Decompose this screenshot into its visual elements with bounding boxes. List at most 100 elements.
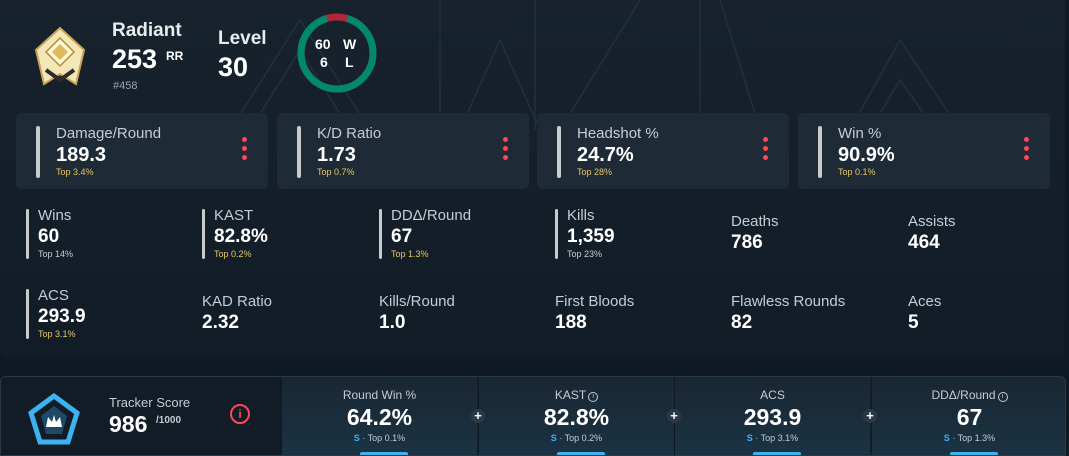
stat-percentile: Top 0.2%: [214, 249, 252, 259]
stat-kast: KAST 82.8% Top 0.2%: [202, 207, 372, 267]
rank-rating-unit: RR: [166, 49, 184, 63]
tracker-col-label: ACS: [760, 388, 785, 402]
stat-percentile: Top 23%: [567, 249, 603, 259]
stat-indicator-bar: [36, 126, 40, 178]
stat-indicator-bar: [555, 209, 558, 259]
stats-overview-panel: Radiant 253 RR #458 Level 30 60 W 6 L Da…: [0, 0, 1065, 358]
stat-wins: Wins 60 Top 14%: [26, 207, 196, 267]
tracker-col-tab: [360, 452, 408, 455]
stat-card-percentile: Top 28%: [577, 167, 613, 177]
stat-label: Assists: [908, 213, 956, 230]
tracker-col-percentile: S · Top 0.2%: [550, 433, 603, 443]
tracker-col-percentile: S · Top 0.1%: [353, 433, 406, 443]
tracker-col-label: DDΔ/Round i: [872, 388, 1065, 402]
stat-card-percentile: Top 3.4%: [56, 167, 94, 177]
tracker-col-tab: [950, 452, 998, 455]
stat-label: Kills/Round: [379, 293, 455, 310]
stat-card-label: Headshot %: [577, 125, 659, 142]
tracker-col-value: 67: [956, 404, 983, 430]
info-icon[interactable]: i: [588, 392, 599, 402]
tracker-score-panel: Tracker Score 986 /1000 i Round Win % 64…: [0, 376, 1066, 456]
tracker-score-summary: Tracker Score 986 /1000 i: [1, 377, 281, 455]
stat-label: First Bloods: [555, 293, 635, 310]
stat-label: DDΔ/Round: [391, 207, 472, 224]
win-loss-ring-graphic: [297, 13, 377, 93]
tracker-col-value: 64.2%: [346, 404, 413, 430]
tracker-col-percentile: S · Top 1.3%: [943, 433, 996, 443]
losses-label: L: [345, 54, 354, 70]
tracker-col-tab: [753, 452, 801, 455]
stat-indicator-bar: [557, 126, 561, 178]
tracker-col-label: Round Win %: [342, 388, 417, 402]
stat-value: 1,359: [567, 226, 615, 247]
stat-value: 1.0: [379, 312, 406, 333]
more-options-icon[interactable]: [1024, 137, 1030, 163]
stat-card-label: K/D Ratio: [317, 125, 382, 142]
stat-indicator-bar: [297, 126, 301, 178]
stat-card-win-percent: Win % 90.9% Top 0.1%: [798, 113, 1050, 189]
stat-assists: Assists 464: [908, 213, 1065, 273]
stat-label: Kills: [567, 207, 595, 224]
more-options-icon[interactable]: [763, 137, 769, 163]
stat-percentile: Top 3.1%: [38, 329, 76, 339]
stat-indicator-bar: [202, 209, 205, 259]
stat-dd-delta-round: DDΔ/Round 67 Top 1.3%: [379, 207, 549, 267]
leaderboard-position: #458: [113, 80, 138, 92]
stat-label: Aces: [908, 293, 942, 310]
info-icon[interactable]: i: [997, 392, 1008, 402]
stat-card-label: Damage/Round: [56, 125, 162, 142]
tracker-col-percentile: S · Top 3.1%: [746, 433, 799, 443]
stat-deaths: Deaths 786: [731, 213, 901, 273]
info-icon[interactable]: i: [230, 404, 250, 424]
stat-card-value: 189.3: [56, 144, 107, 166]
stat-value: 188: [555, 312, 587, 333]
stat-card-value: 1.73: [317, 144, 356, 166]
stat-indicator-bar: [26, 289, 29, 339]
stat-value: 60: [38, 226, 60, 247]
more-options-icon[interactable]: [503, 137, 509, 163]
tracker-col-kast[interactable]: KAST i 82.8% S · Top 0.2%: [478, 377, 674, 455]
stat-kad-ratio: KAD Ratio 2.32: [202, 293, 372, 353]
level-label: Level: [218, 28, 267, 49]
stat-value: 786: [731, 232, 763, 253]
plus-icon: +: [863, 409, 877, 423]
wins-label: W: [343, 36, 357, 52]
stat-card-headshot: Headshot % 24.7% Top 28%: [537, 113, 789, 189]
stat-percentile: Top 1.3%: [391, 249, 429, 259]
tracker-col-acs[interactable]: ACS 293.9 S · Top 3.1%: [674, 377, 870, 455]
stat-card-damage-round: Damage/Round 189.3 Top 3.4%: [16, 113, 268, 189]
stat-card-kd-ratio: K/D Ratio 1.73 Top 0.7%: [277, 113, 529, 189]
stat-indicator-bar: [26, 209, 29, 259]
tracker-col-dd-delta[interactable]: DDΔ/Round i 67 S · Top 1.3%: [871, 377, 1065, 455]
losses-count: 6: [320, 54, 328, 70]
stat-label: Deaths: [731, 213, 779, 230]
tracker-score-max: /1000: [156, 415, 182, 426]
rank-rating-value: 253: [112, 44, 158, 74]
stat-indicator-bar: [379, 209, 382, 259]
more-options-icon[interactable]: [242, 137, 248, 163]
plus-icon: +: [471, 409, 485, 423]
tracker-score-label: Tracker Score: [109, 395, 191, 410]
stat-value: 5: [908, 312, 919, 333]
stat-value: 82.8%: [214, 226, 268, 247]
wins-count: 60: [315, 36, 331, 52]
tracker-score-value: 986: [109, 411, 148, 437]
stat-indicator-bar: [818, 126, 822, 178]
stat-kills: Kills 1,359 Top 23%: [555, 207, 725, 267]
stat-card-value: 24.7%: [577, 144, 634, 166]
stat-card-value: 90.9%: [838, 144, 895, 166]
tracker-col-label: KAST i: [479, 388, 674, 402]
win-loss-ring: 60 W 6 L: [296, 12, 378, 94]
stat-flawless-rounds: Flawless Rounds 82: [731, 293, 901, 353]
tracker-score-icon: [28, 393, 80, 445]
stat-label: Wins: [38, 207, 72, 224]
stat-label: KAD Ratio: [202, 293, 273, 310]
rank-name: Radiant: [112, 20, 182, 41]
stat-label: Flawless Rounds: [731, 293, 846, 310]
stat-percentile: Top 14%: [38, 249, 74, 259]
tracker-col-round-win[interactable]: Round Win % 64.2% S · Top 0.1%: [281, 377, 477, 455]
plus-icon: +: [667, 409, 681, 423]
win-arc: [297, 13, 377, 93]
stat-label: KAST: [214, 207, 254, 224]
stat-kills-round: Kills/Round 1.0: [379, 293, 549, 353]
